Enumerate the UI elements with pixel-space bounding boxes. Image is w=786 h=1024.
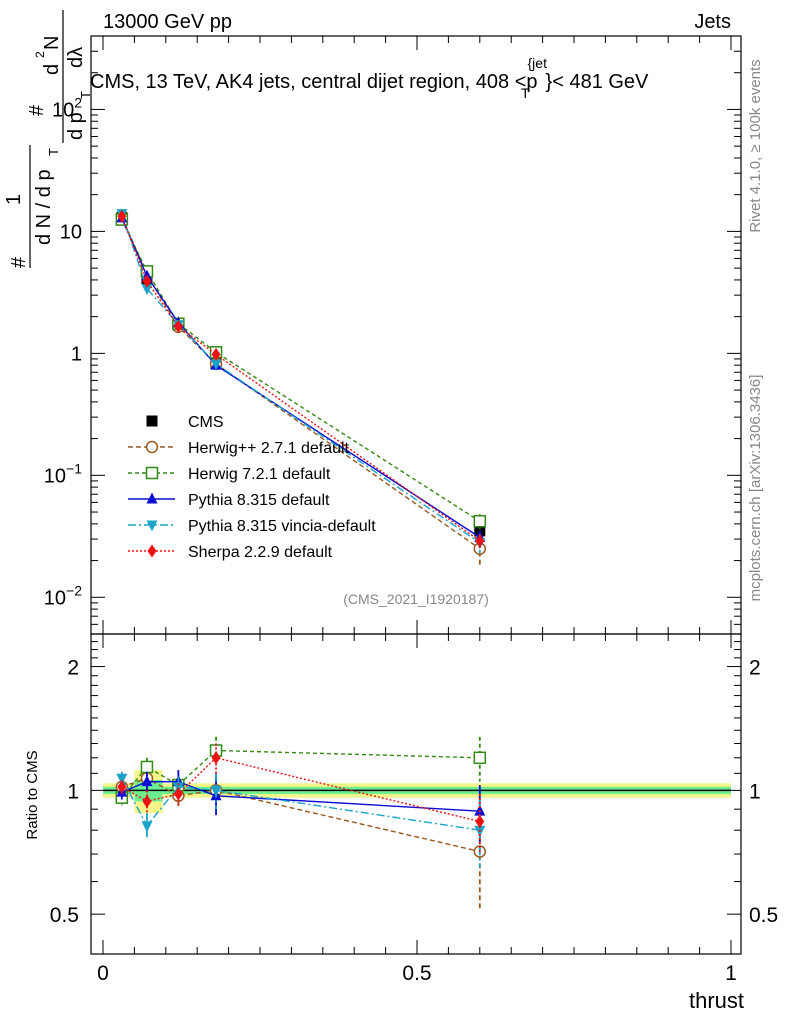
legend-marker [147, 544, 157, 558]
data-point-sherpa [117, 209, 127, 223]
y-axis-label-main: # 1 d N / d p T # d 2 N d p T dλ [3, 10, 93, 268]
main-y-tick-label: 10−2 [44, 582, 82, 609]
y-label-n: N [41, 36, 63, 50]
ratio-point-sherpa [117, 780, 127, 794]
title-sup: {jet [528, 55, 548, 71]
ratio-point-sherpa [475, 814, 485, 828]
legend-entry-herwig7: Herwig 7.2.1 default [128, 466, 331, 483]
y-label-dn-dpt: d N / d p [33, 169, 55, 245]
x-tick-label: 0.5 [402, 962, 431, 985]
main-y-tick-exp: −1 [66, 460, 82, 476]
legend-label: CMS [188, 414, 224, 431]
y-label-d: d [41, 64, 63, 75]
main-series [115, 209, 487, 567]
y-label-dlambda: dλ [65, 47, 87, 68]
y-label-one: 1 [3, 194, 25, 205]
legend-label: Herwig++ 2.7.1 default [188, 440, 350, 457]
ratio-series-vincia [116, 771, 486, 868]
legend-label: Pythia 8.315 vincia-default [188, 518, 376, 535]
x-tick-label: 0 [97, 962, 109, 985]
x-axis-label: thrust [689, 988, 744, 1013]
legend-marker [145, 466, 159, 480]
legend-entry-cms: CMS [146, 414, 224, 431]
data-point-sherpa [142, 274, 152, 288]
ratio-y-tick-label: 2 [67, 657, 79, 680]
legend-label: Sherpa 2.2.9 default [188, 544, 333, 561]
main-y-tick-exp: −2 [66, 582, 82, 598]
legend: CMS Herwig++ 2.7.1 default Herwig 7.2.1 de… [128, 414, 376, 561]
main-y-tick-exp: 2 [74, 94, 82, 110]
ratio-point-vincia [210, 785, 222, 797]
main-y-tick-mantissa: 10 [44, 465, 66, 487]
ratio-point-herwig7 [140, 760, 154, 774]
series-herwigpp [115, 210, 487, 567]
ratio-axes: 0.5 0.5 1 1 2 2 0 0.5 1 [50, 634, 778, 985]
legend-label: Pythia 8.315 default [188, 492, 330, 509]
mcplots-label: mcplots.cern.ch [arXiv:1306.3436] [747, 375, 764, 602]
main-y-tick-mantissa: 10 [52, 99, 74, 121]
y-label-hash-1: # [8, 256, 30, 268]
ratio-point-vincia [116, 773, 128, 785]
ratio-series-sherpa [117, 743, 485, 855]
ratio-y-tick-label: 0.5 [50, 904, 79, 927]
main-y-tick-label: 102 [52, 94, 82, 121]
ratio-point-sherpa [142, 794, 152, 808]
ratio-point-pythia [141, 775, 153, 787]
ratio-frame [90, 633, 742, 955]
title-end: }< 481 GeV [546, 71, 650, 93]
main-y-tick-label: 10 [60, 221, 82, 243]
legend-label: Herwig 7.2.1 default [188, 466, 331, 483]
data-point-sherpa [173, 320, 183, 334]
y-label-power: 2 [33, 51, 47, 58]
main-y-tick-mantissa: 10 [44, 587, 66, 609]
data-point-herwig7 [473, 515, 487, 528]
series-line-vincia [121, 213, 481, 544]
ratio-y-tick-label-right: 1 [749, 780, 761, 803]
legend-marker [146, 520, 158, 532]
series-line-herwig7 [121, 219, 481, 522]
ratio-point-sherpa [211, 751, 221, 765]
title-main: CMS, 13 TeV, AK4 jets, central dijet reg… [90, 71, 538, 93]
ratio-series [115, 736, 487, 911]
main-y-tick-label: 10−1 [44, 460, 82, 487]
series-line-pythia [121, 217, 481, 538]
ratio-point-vincia [141, 821, 153, 833]
ratio-y-tick-label: 1 [67, 780, 79, 803]
legend-entry-pythia: Pythia 8.315 default [128, 492, 330, 509]
ratio-series-pythia [116, 770, 486, 842]
y-axis-label-ratio: Ratio to CMS [24, 750, 41, 839]
category-label: Jets [694, 11, 731, 33]
data-point-sherpa [475, 534, 485, 548]
y-label-hash-2: # [26, 104, 48, 116]
legend-marker [145, 440, 159, 454]
series-line-herwigpp [121, 777, 480, 853]
y-label-dpt-2: d p [65, 112, 87, 140]
main-y-tick-label: 1 [71, 343, 82, 365]
y-label-t-sub: T [46, 148, 61, 156]
ratio-point-herwig7 [473, 751, 487, 765]
title-sub: T [521, 85, 530, 101]
legend-marker [146, 415, 158, 427]
analysis-id: (CMS_2021_I1920187) [343, 591, 489, 607]
series-sherpa [117, 209, 485, 549]
legend-marker [146, 492, 158, 504]
ratio-point-sherpa [173, 787, 183, 801]
legend-entry-herwigpp: Herwig++ 2.7.1 default [128, 440, 350, 457]
plot-title: CMS, 13 TeV, AK4 jets, central dijet reg… [90, 55, 649, 101]
x-tick-label: 1 [725, 962, 737, 985]
legend-entry-vincia: Pythia 8.315 vincia-default [128, 518, 376, 535]
data-point-sherpa [211, 347, 221, 361]
energy-label: 13000 GeV pp [103, 11, 232, 33]
legend-entry-sherpa: Sherpa 2.2.9 default [128, 544, 333, 561]
y-label-t-sub-2: T [78, 91, 93, 99]
ratio-y-tick-label-right: 0.5 [749, 904, 778, 927]
data-point-vincia [141, 284, 153, 296]
rivet-label: Rivet 4.1.0, ≥ 100k events [747, 59, 764, 232]
ratio-y-tick-label-right: 2 [749, 657, 761, 680]
series-cms [116, 211, 486, 538]
data-point-vincia [210, 359, 222, 371]
